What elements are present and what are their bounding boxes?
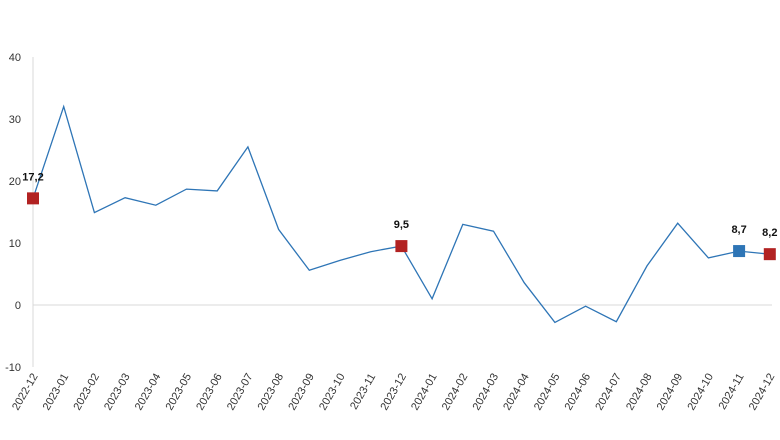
y-tick-label: 30 [9,114,21,126]
data-label: 17,2 [22,171,43,183]
x-tick-label: 2023-01 [41,372,72,413]
x-tick-label: 2024-09 [655,372,686,413]
highlight-marker [733,245,746,258]
x-tick-label: 2023-12 [378,372,409,413]
y-tick-label: 0 [15,300,21,312]
x-tick-label: 2023-07 [225,372,256,413]
x-tick-label: 2024-07 [593,372,624,413]
highlight-marker [395,240,408,253]
data-label: 9,5 [394,219,409,231]
y-tick-label: 20 [9,176,21,188]
x-tick-label: 2023-09 [286,372,317,413]
highlight-marker [27,192,39,205]
x-tick-label: 2023-05 [164,372,195,413]
x-tick-label: 2024-03 [471,372,502,413]
y-tick-label: 40 [9,52,21,64]
x-axis-ticks: 2022-12 2023-01 2023-02 2023-03 2023-04 2023-… [10,372,777,413]
x-tick-label: 2023-04 [133,372,164,413]
x-tick-label: 2023-10 [317,372,348,413]
y-tick-label: -10 [5,362,21,374]
x-tick-label: 2024-06 [563,372,594,413]
data-label: 8,7 [731,224,746,236]
x-tick-label: 2024-12 [747,372,778,413]
series-line [32,104,770,324]
x-tick-label: 2023-11 [348,372,378,412]
x-tick-label: 2022-12 [10,372,41,413]
data-label: 8,2 [762,227,777,239]
x-tick-label: 2023-06 [194,372,225,413]
highlight-markers: 17,2 9,5 8,7 8,2 [22,171,777,261]
y-axis-ticks: -10 0 10 20 30 40 [5,52,21,374]
x-tick-label: 2023-02 [71,372,102,413]
x-tick-label: 2024-02 [440,372,471,413]
highlight-marker [763,248,776,261]
x-tick-label: 2024-11 [717,372,747,412]
x-tick-label: 2024-10 [685,372,716,413]
x-tick-label: 2023-08 [256,372,287,413]
x-tick-label: 2023-03 [102,372,133,413]
y-tick-label: 10 [9,238,21,250]
x-tick-label: 2024-05 [532,372,563,413]
x-tick-label: 2024-08 [624,372,655,413]
x-tick-label: 2024-01 [409,372,440,413]
x-tick-label: 2024-04 [501,372,532,413]
